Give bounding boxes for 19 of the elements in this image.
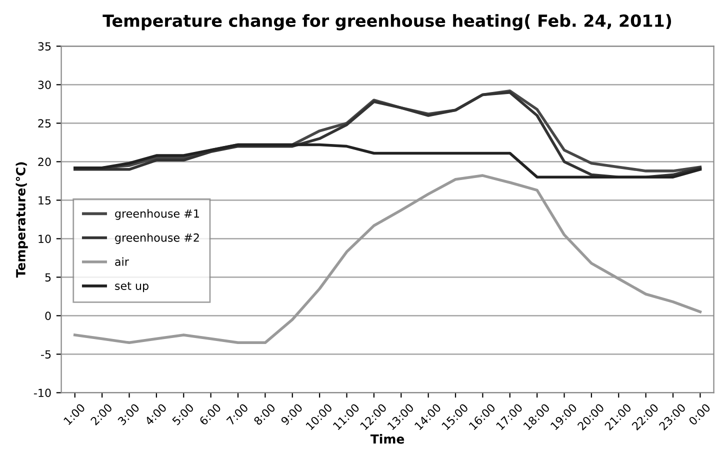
legend-label: greenhouse #2 — [115, 233, 199, 244]
line-series — [73, 174, 702, 344]
legend-label: greenhouse #1 — [115, 209, 199, 220]
legend-label: set up — [115, 282, 148, 292]
y-tick-label: 20 — [38, 158, 51, 166]
y-tick-label: 0 — [45, 312, 51, 320]
y-tick-label: -10 — [34, 388, 51, 398]
legend-label: air — [115, 257, 129, 266]
y-tick-label: -5 — [41, 350, 51, 359]
y-tick-label: 35 — [38, 42, 51, 51]
y-tick-label: 25 — [38, 119, 51, 128]
y-tick-label: 15 — [38, 196, 51, 205]
line-series — [73, 143, 702, 178]
x-axis-title: Time — [370, 434, 404, 444]
y-tick-label: 5 — [45, 273, 51, 282]
y-axis-title: Temperature(℃) — [16, 162, 28, 278]
y-tick-label: 30 — [38, 80, 51, 90]
y-tick-label: 10 — [38, 234, 51, 244]
chart-title: Temperature change for greenhouse heating( Feb. 24, 2011) — [102, 14, 672, 30]
